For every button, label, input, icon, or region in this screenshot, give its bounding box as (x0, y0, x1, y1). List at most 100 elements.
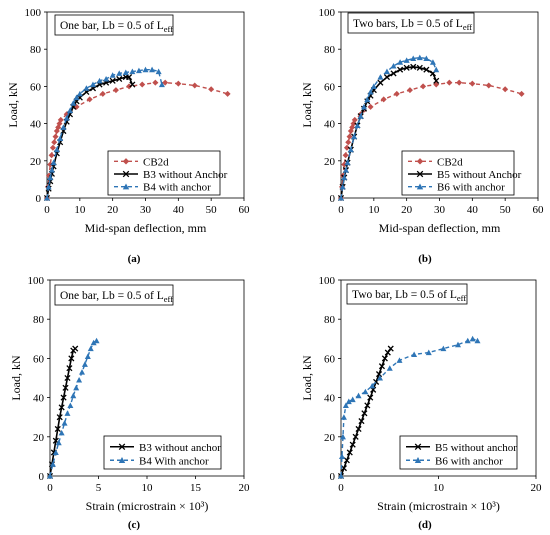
x-tick-label: 20 (531, 482, 543, 494)
triangle-marker (342, 402, 349, 408)
legend-label: B3 without anchor (139, 442, 221, 454)
series-line (46, 68, 163, 199)
x-marker (118, 443, 126, 451)
x-marker (410, 63, 417, 70)
x-marker (361, 410, 368, 417)
x-tick-label: 50 (206, 204, 218, 216)
x-marker (129, 81, 136, 88)
x-marker (340, 465, 347, 472)
x-marker (343, 457, 350, 464)
annotation-box (346, 283, 468, 305)
x-marker (62, 384, 69, 391)
annotation-text: One bar, Lb = 0.5 of Leff (60, 20, 173, 34)
triangle-marker (344, 159, 351, 166)
x-marker (72, 345, 79, 352)
triangle-marker (410, 55, 417, 62)
diamond-marker (112, 87, 119, 94)
annotation: Two bars, Lb = 0.5 of Leff (347, 12, 475, 34)
series-line (340, 56, 437, 199)
x-tick-label: 10 (433, 482, 445, 494)
triangle-marker (155, 68, 162, 75)
diamond-marker (469, 80, 476, 87)
triangle-marker (58, 429, 65, 436)
triangle-marker (47, 473, 53, 479)
diamond-marker (86, 96, 93, 103)
legend-label: CB2d (437, 156, 463, 168)
triangle-marker (122, 69, 129, 75)
x-tick-label: 40 (173, 204, 185, 216)
annotation: Two bar, Lb = 0.5 of Leff (346, 283, 468, 305)
triangle-marker (377, 375, 383, 381)
x-tick-label: 0 (44, 204, 50, 216)
diamond-marker (122, 158, 130, 165)
triangle-marker (339, 433, 346, 440)
panel-caption: (b) (418, 253, 432, 265)
x-marker (56, 414, 63, 421)
triangle-marker (96, 77, 103, 84)
triangle-marker (76, 90, 83, 97)
chart-d: 0 10 20 0 20 40 60 80 100 Strain (microstrain × 1… (300, 275, 542, 531)
triangle-marker (73, 94, 80, 101)
annotation-text: Two bar, Lb = 0.5 of Leff (352, 289, 466, 303)
legend-label: B5 without anchor (435, 442, 517, 454)
y-tick-label: 80 (324, 314, 336, 326)
triangle-marker (403, 57, 410, 63)
y-tick-label: 20 (324, 156, 336, 168)
x-marker (364, 402, 371, 409)
x-marker (352, 433, 359, 440)
triangle-marker (360, 103, 367, 110)
triangle-marker (474, 337, 481, 344)
panel-caption: (c) (128, 519, 141, 531)
chart-a: 0 10 20 30 40 50 60 0 20 40 60 80 100 Mid-span deflec… (6, 7, 250, 265)
annotation-subscript: eff (164, 24, 173, 34)
diamond-marker (51, 139, 58, 146)
triangle-marker (386, 365, 393, 371)
y-tick-label: 40 (324, 393, 336, 405)
legend-label: B4 With anchor (139, 455, 209, 467)
x-tick-label: 15 (190, 482, 202, 494)
triangle-marker (67, 402, 74, 408)
x-tick-label: 10 (74, 204, 86, 216)
y-tick-label: 100 (319, 7, 336, 19)
triangle-marker (433, 66, 440, 73)
diamond-marker (342, 152, 349, 159)
x-marker (387, 345, 394, 352)
triangle-marker (44, 195, 50, 201)
diamond-marker (502, 86, 509, 93)
diamond-marker (485, 82, 492, 89)
x-tick-label: 20 (107, 204, 119, 216)
triangle-marker (81, 361, 88, 367)
triangle-marker (118, 457, 126, 463)
triangle-marker (429, 59, 436, 65)
x-tick-label: 20 (401, 204, 413, 216)
x-marker (68, 355, 75, 362)
diamond-marker (393, 90, 400, 97)
y-tick-label: 60 (324, 81, 336, 93)
triangle-marker (354, 122, 361, 129)
triangle-marker (129, 68, 136, 75)
annotation: One bar, Lb = 0.5 of Leff (54, 284, 174, 306)
triangle-marker (50, 159, 57, 166)
triangle-marker (351, 133, 358, 140)
annotation-main: One bar, Lb = 0.5 of L (60, 290, 164, 302)
triangle-marker (63, 115, 70, 121)
triangle-marker (455, 341, 461, 348)
annotation-box (54, 14, 174, 36)
diamond-marker (139, 81, 146, 88)
legend-label: B3 without Anchor (143, 169, 228, 181)
annotation-text: One bar, Lb = 0.5 of Leff (60, 290, 173, 304)
triangle-marker (142, 66, 149, 73)
x-marker (403, 64, 410, 71)
diamond-marker (99, 90, 106, 97)
diamond-marker (416, 158, 424, 165)
triangle-marker (93, 337, 100, 344)
series-cb2d (44, 79, 231, 201)
x-marker (367, 394, 374, 401)
diamond-marker (446, 79, 453, 86)
triangle-marker (397, 59, 404, 65)
series-b3-without-anchor (46, 345, 79, 480)
series-b6-with-anchor (338, 335, 481, 479)
x-marker (60, 394, 67, 401)
